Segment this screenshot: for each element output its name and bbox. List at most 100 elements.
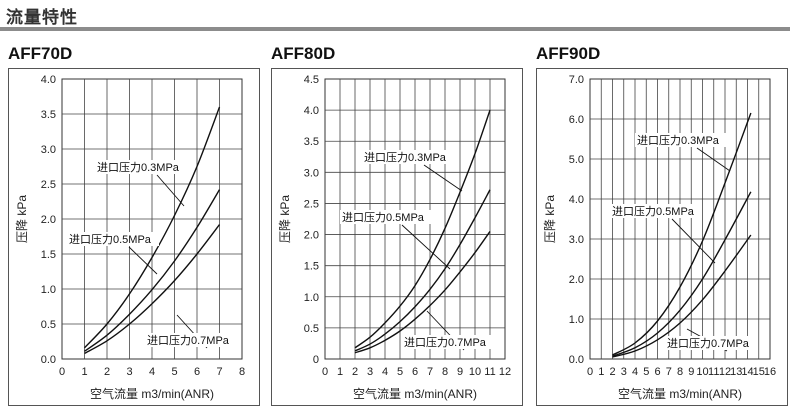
y-tick-label: 0.0 <box>569 354 584 366</box>
y-tick-label: 0.0 <box>41 354 56 366</box>
page-title: 流量特性 <box>6 8 78 28</box>
series-label-2: 进口压力0.5MPa <box>342 211 425 224</box>
series-label-3: 进口压力0.7MPa <box>404 336 487 349</box>
series-label-bg-2 <box>340 210 432 224</box>
series-line-2 <box>354 189 491 352</box>
chart-1-model-title: AFF70D <box>8 44 73 63</box>
x-tick-label: 6 <box>194 366 200 378</box>
chart-2-svg: 0 1 2 3 4 5 6 7 8 9 10 11 1200.51.01.52.02.53.03.54.… <box>278 74 511 401</box>
y-tick-label: 4.0 <box>41 74 56 86</box>
series-line-1 <box>612 112 752 356</box>
x-tick-label: 1 <box>337 366 343 378</box>
y-tick-label: 6.0 <box>569 114 584 126</box>
x-tick-label: 5 <box>171 366 177 378</box>
series-label-3: 进口压力0.7MPa <box>147 334 230 347</box>
y-tick-label: 2.5 <box>304 198 319 210</box>
x-axis-label: 空气流量 m3/min(ANR) <box>90 386 214 401</box>
x-tick-label: 16 <box>764 366 776 378</box>
y-tick-label: 3.0 <box>304 167 319 179</box>
x-axis-label: 空气流量 m3/min(ANR) <box>618 386 742 401</box>
y-tick-label: 2.0 <box>304 230 319 242</box>
y-tick-label: 2.5 <box>41 179 56 191</box>
series-line-3 <box>612 234 752 358</box>
y-tick-label: 3.0 <box>41 144 56 156</box>
y-tick-label: 2.0 <box>569 274 584 286</box>
x-tick-label: 4 <box>632 366 638 378</box>
series-line-1 <box>354 109 491 349</box>
chart-1-panel: 0 1 2 3 4 5 6 7 8 0.0 0.5 1.0 1.5 2.0 2.5 3.0 3.5 4.0 空气流量… <box>8 68 260 406</box>
x-tick-label: 5 <box>643 366 649 378</box>
x-tick-label: 8 <box>239 366 245 378</box>
x-tick-label: 3 <box>621 366 627 378</box>
x-tick-label: 10 <box>696 366 708 378</box>
y-tick-label: 1.0 <box>41 284 56 296</box>
y-axis-label: 压降 kPa <box>278 195 292 243</box>
y-tick-label: 4.0 <box>569 194 584 206</box>
x-tick-label: 9 <box>688 366 694 378</box>
y-tick-label: 1.5 <box>41 249 56 261</box>
series-label-1: 进口压力0.3MPa <box>97 161 180 174</box>
x-tick-label: 4 <box>382 366 388 378</box>
x-tick-label: 3 <box>126 366 132 378</box>
series-label-bg-2 <box>610 204 702 218</box>
x-tick-label: 1 <box>81 366 87 378</box>
x-tick-label: 11 <box>708 366 719 378</box>
x-tick-label: 0 <box>59 366 65 378</box>
series-label-leader-2 <box>128 246 158 275</box>
chart-1-svg: 0 1 2 3 4 5 6 7 8 0.0 0.5 1.0 1.5 2.0 2.5 3.0 3.5 4.0 空气流量… <box>15 74 245 401</box>
chart-2-panel: 0 1 2 3 4 5 6 7 8 9 10 11 12 0 0.5 1.0 1.5 2.0 2.5 3.0 3.5 4.… <box>271 68 523 406</box>
y-tick-label: 0 <box>313 354 319 366</box>
x-tick-label: 2 <box>352 366 358 378</box>
x-tick-label: 6 <box>654 366 660 378</box>
y-tick-label: 0.5 <box>304 323 319 335</box>
series-label-bg-1 <box>362 150 454 164</box>
series-label-leader-1 <box>696 147 731 172</box>
x-tick-label: 7 <box>427 366 433 378</box>
series-label-leader-1 <box>156 174 185 207</box>
x-tick-label: 7 <box>666 366 672 378</box>
series-label-2: 进口压力0.5MPa <box>69 233 152 246</box>
x-tick-label: 3 <box>367 366 373 378</box>
series-label-bg-1 <box>635 133 727 147</box>
x-tick-label: 10 <box>469 366 481 378</box>
y-tick-label: 3.5 <box>304 136 319 148</box>
y-tick-label: 2.0 <box>41 214 56 226</box>
x-tick-label: 0 <box>322 366 328 378</box>
x-axis-label: 空气流量 m3/min(ANR) <box>353 386 477 401</box>
series-line-2 <box>84 189 221 352</box>
title-divider <box>0 27 790 31</box>
series-label-bg-2 <box>67 232 159 246</box>
x-tick-label: 6 <box>412 366 418 378</box>
x-tick-label: 8 <box>677 366 683 378</box>
series-label-leader-1 <box>423 164 463 192</box>
x-tick-label: 5 <box>397 366 403 378</box>
series-label-bg-3 <box>402 335 494 349</box>
y-axis-label: 压降 kPa <box>15 195 29 243</box>
series-line-1 <box>83 106 221 349</box>
series-label-1: 进口压力0.3MPa <box>364 151 447 164</box>
x-tick-label: 0 <box>587 366 593 378</box>
x-tick-label: 4 <box>149 366 155 378</box>
series-label-bg-3 <box>145 333 237 347</box>
chart-3-model-title: AFF90D <box>536 44 601 63</box>
chart-3-panel: 0 1 2 3 4 5 6 7 8 9 10 11 12 13 14 15 16 0.0 1.0 2.0 3.0 4.0 5… <box>536 68 788 406</box>
y-tick-label: 1.5 <box>304 261 319 273</box>
series-line-3 <box>354 231 491 354</box>
x-tick-label: 7 <box>216 366 222 378</box>
x-tick-label: 2 <box>104 366 110 378</box>
series-label-2: 进口压力0.5MPa <box>612 205 695 218</box>
y-tick-label: 3.0 <box>569 234 584 246</box>
chart-2-model-title: AFF80D <box>271 44 336 63</box>
y-tick-label: 0.5 <box>41 319 56 331</box>
series-label-1: 进口压力0.3MPa <box>637 134 720 147</box>
y-tick-label: 5.0 <box>569 154 584 166</box>
y-axis-label: 压降 kPa <box>543 195 557 243</box>
x-tick-label: 13 <box>730 366 742 378</box>
x-tick-label: 12 <box>499 366 511 378</box>
series-label-bg-3 <box>665 336 757 350</box>
series-line-2 <box>612 191 752 357</box>
x-tick-label: 2 <box>609 366 615 378</box>
chart-3-svg: 0 1 2 3 4 5 6 7 8 9 10 11 12 13 14 15 160.01.02.03.04.05… <box>543 74 776 401</box>
series-label-leader-2 <box>401 224 451 270</box>
y-tick-label: 1.0 <box>569 314 584 326</box>
